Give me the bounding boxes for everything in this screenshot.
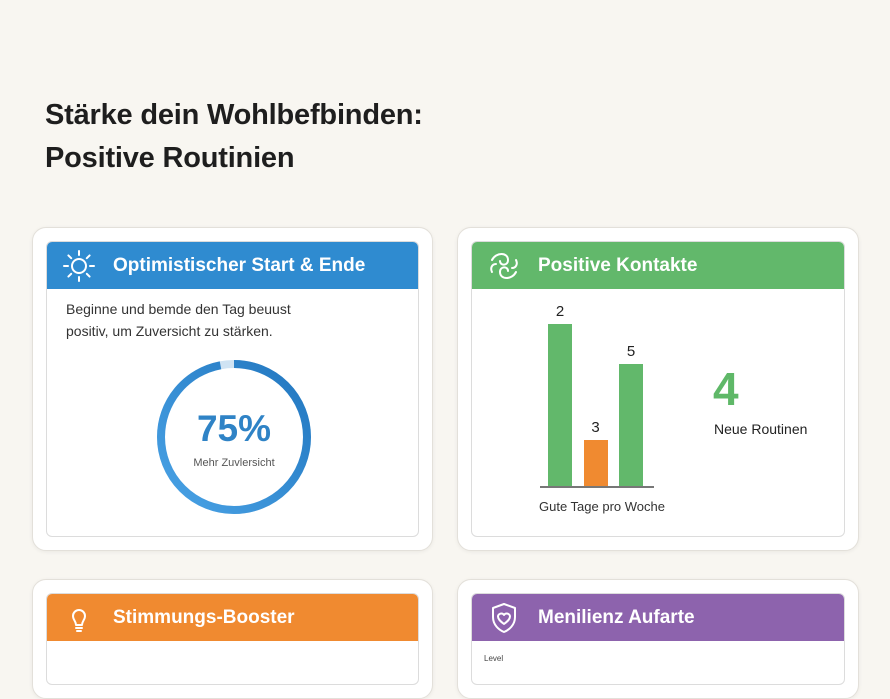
chart-bar bbox=[548, 324, 572, 487]
booster-card[interactable]: Stimmungs-Booster bbox=[32, 579, 433, 699]
optimism-description-line2: positiv, um Zuversicht zu stärken. bbox=[66, 323, 273, 339]
contacts-card-inner: Positive Kontakte bbox=[471, 241, 845, 537]
resilience-card[interactable]: Menilienz Aufarte bbox=[457, 579, 859, 699]
optimism-card-inner: Optimistischer Start & Ende bbox=[46, 241, 419, 537]
chart-bar bbox=[619, 364, 643, 487]
progress-ring-svg bbox=[157, 360, 311, 514]
progress-percent: 75% bbox=[196, 408, 272, 449]
chart-axis bbox=[540, 486, 654, 488]
resilience-card-title: Menilienz Aufarte bbox=[538, 606, 695, 628]
contacts-card-header: Positive Kontakte bbox=[472, 242, 844, 289]
level-label: Level bbox=[484, 654, 504, 663]
page-title-line1: Stärke dein Wohlbefbinden: bbox=[45, 99, 423, 131]
routines-count-label: Neue Routinen bbox=[714, 421, 808, 437]
page-title-line2: Positive Routinien bbox=[45, 142, 295, 174]
chart-data-label: 3 bbox=[591, 419, 600, 436]
booster-card-header: Stimmungs-Booster bbox=[47, 594, 418, 641]
booster-card-title: Stimmungs-Booster bbox=[113, 606, 295, 628]
optimism-card-title: Optimistischer Start & Ende bbox=[113, 254, 366, 276]
progress-ring: 75% Mehr Zuvlersicht bbox=[156, 359, 312, 515]
booster-card-inner: Stimmungs-Booster bbox=[46, 593, 419, 685]
contacts-card[interactable]: Positive Kontakte bbox=[457, 227, 859, 551]
progress-sub-label: Mehr Zuvlersicht bbox=[193, 457, 275, 469]
optimism-description-line1: Beginne und bemde den Tag beuust bbox=[66, 301, 291, 317]
contacts-card-title: Positive Kontakte bbox=[538, 254, 698, 276]
lightbulb-icon bbox=[57, 594, 101, 641]
chart-data-label: 5 bbox=[626, 343, 636, 360]
chart-data-label: 2 bbox=[555, 303, 565, 320]
connection-icon bbox=[482, 242, 526, 289]
sun-icon bbox=[57, 242, 101, 289]
progress-ring-fill bbox=[157, 360, 311, 514]
shield-heart-icon bbox=[482, 594, 526, 641]
optimism-card-header: Optimistischer Start & Ende bbox=[47, 242, 418, 289]
chart-x-label: Gute Tage pro Woche bbox=[539, 499, 665, 514]
page-title: Stärke dein Wohlbefbinden: Positive Rout… bbox=[45, 94, 423, 180]
resilience-card-inner: Menilienz Aufarte bbox=[471, 593, 845, 685]
resilience-card-header: Menilienz Aufarte bbox=[472, 594, 844, 641]
chart-bar bbox=[583, 440, 608, 487]
optimism-card[interactable]: Optimistischer Start & Ende bbox=[32, 227, 433, 551]
optimism-description: Beginne und bemde den Tag beuust positiv… bbox=[66, 298, 356, 342]
routines-count: 4 bbox=[713, 363, 739, 415]
